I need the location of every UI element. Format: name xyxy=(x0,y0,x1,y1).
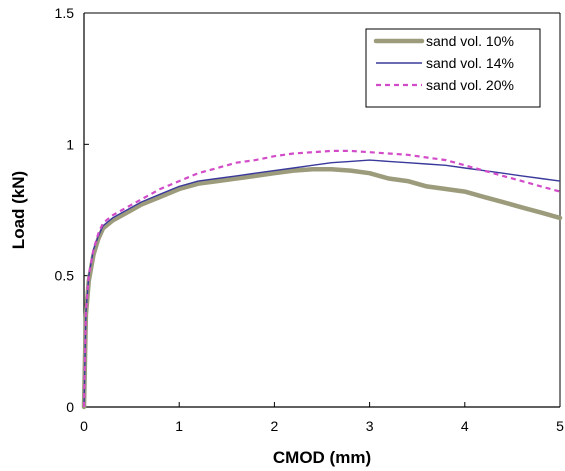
x-axis-title: CMOD (mm) xyxy=(273,448,371,467)
y-ticks: 0 0.5 1 1.5 xyxy=(55,5,89,415)
plot-area: 0 1 2 3 4 5 0 0.5 1 1.5 xyxy=(55,5,565,434)
x-tick-label: 2 xyxy=(271,418,279,434)
x-tick-label: 4 xyxy=(461,418,469,434)
y-axis-title: Load (kN) xyxy=(9,171,28,249)
legend-items: sand vol. 10% sand vol. 14% sand vol. 20% xyxy=(373,33,514,93)
x-tick-label: 5 xyxy=(556,418,564,434)
x-ticks: 0 1 2 3 4 5 xyxy=(80,402,564,434)
series-line xyxy=(82,149,561,408)
y-tick-label: 1 xyxy=(66,136,74,152)
y-tick-label: 1.5 xyxy=(55,5,75,21)
series-line xyxy=(83,159,561,408)
x-tick-label: 0 xyxy=(80,418,88,434)
legend-label: sand vol. 14% xyxy=(426,55,514,71)
x-tick-label: 3 xyxy=(366,418,374,434)
legend-label: sand vol. 10% xyxy=(426,33,514,49)
series-layer xyxy=(81,149,563,410)
legend-label: sand vol. 20% xyxy=(426,77,514,93)
legend: sand vol. 10% sand vol. 14% sand vol. 20% xyxy=(365,28,541,108)
y-tick-label: 0 xyxy=(66,399,74,415)
x-tick-label: 1 xyxy=(175,418,183,434)
y-tick-label: 0.5 xyxy=(55,268,75,284)
series-line xyxy=(81,167,563,410)
